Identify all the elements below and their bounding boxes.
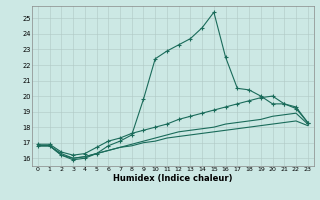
X-axis label: Humidex (Indice chaleur): Humidex (Indice chaleur) [113, 174, 233, 183]
